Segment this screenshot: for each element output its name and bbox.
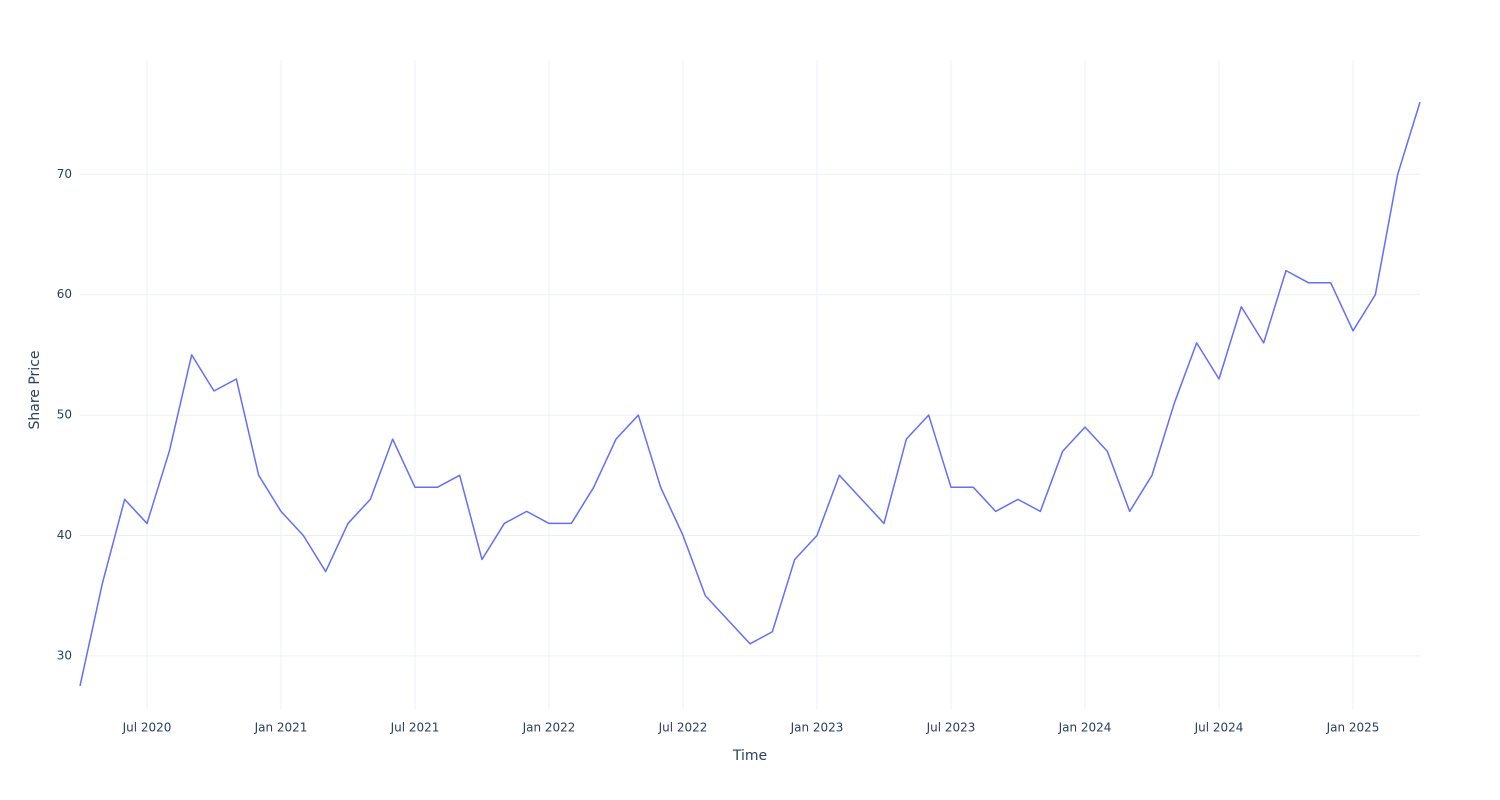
price-line <box>79 101 1421 687</box>
x-tick-label: Jan 2023 <box>790 721 844 735</box>
x-tick-label: Jul 2020 <box>122 721 172 735</box>
x-tick-label: Jul 2022 <box>658 721 708 735</box>
grid <box>80 60 1420 710</box>
y-tick-label: 50 <box>57 408 72 422</box>
x-tick-label: Jan 2022 <box>522 721 576 735</box>
y-tick-label: 60 <box>57 287 72 301</box>
x-tick-label: Jan 2025 <box>1326 721 1380 735</box>
y-tick-label: 30 <box>57 648 72 662</box>
y-tick-label: 70 <box>57 167 72 181</box>
y-axis-title: Share Price <box>27 350 43 429</box>
x-tick-label: Jan 2021 <box>254 721 308 735</box>
x-tick-label: Jul 2021 <box>390 721 440 735</box>
y-tick-label: 40 <box>57 528 72 542</box>
x-tick-label: Jul 2024 <box>1194 721 1244 735</box>
x-tick-label: Jul 2023 <box>926 721 976 735</box>
x-tick-label: Jan 2024 <box>1058 721 1112 735</box>
x-axis-title: Time <box>732 748 767 764</box>
